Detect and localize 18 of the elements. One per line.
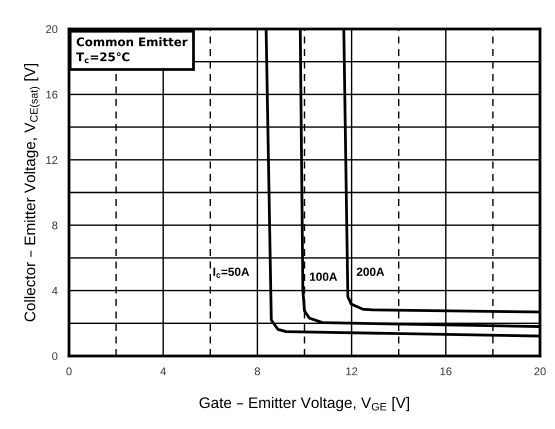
x-tick-label: 20 xyxy=(534,367,546,376)
x-tick-label: 0 xyxy=(66,367,72,376)
x-axis-title: Gate – Emitter Voltage, V$_{GE}$ [V] xyxy=(200,396,409,412)
annotation: 100A xyxy=(310,272,338,281)
annotation: I$_{c}$=50A xyxy=(213,268,250,278)
y-tick-label: 4 xyxy=(52,286,58,295)
x-tick-label: 4 xyxy=(160,368,166,376)
annotation: 200A xyxy=(356,268,384,276)
y-tick-label: 8 xyxy=(52,221,58,230)
annotation: Common Emitter T$_{c}$=25℃ xyxy=(76,37,188,64)
x-tick-label: 16 xyxy=(440,367,452,376)
x-tick-label: 8 xyxy=(254,367,260,376)
y-tick-label: 12 xyxy=(46,156,58,164)
y-axis-title: Collector – Emitter Voltage, V$_{CE(sat)}$ [V] xyxy=(24,64,40,322)
y-tick-label: 20 xyxy=(46,25,58,34)
y-tick-label: 0 xyxy=(52,352,58,360)
y-tick-label: 16 xyxy=(46,90,58,99)
x-tick-label: 12 xyxy=(346,367,358,376)
